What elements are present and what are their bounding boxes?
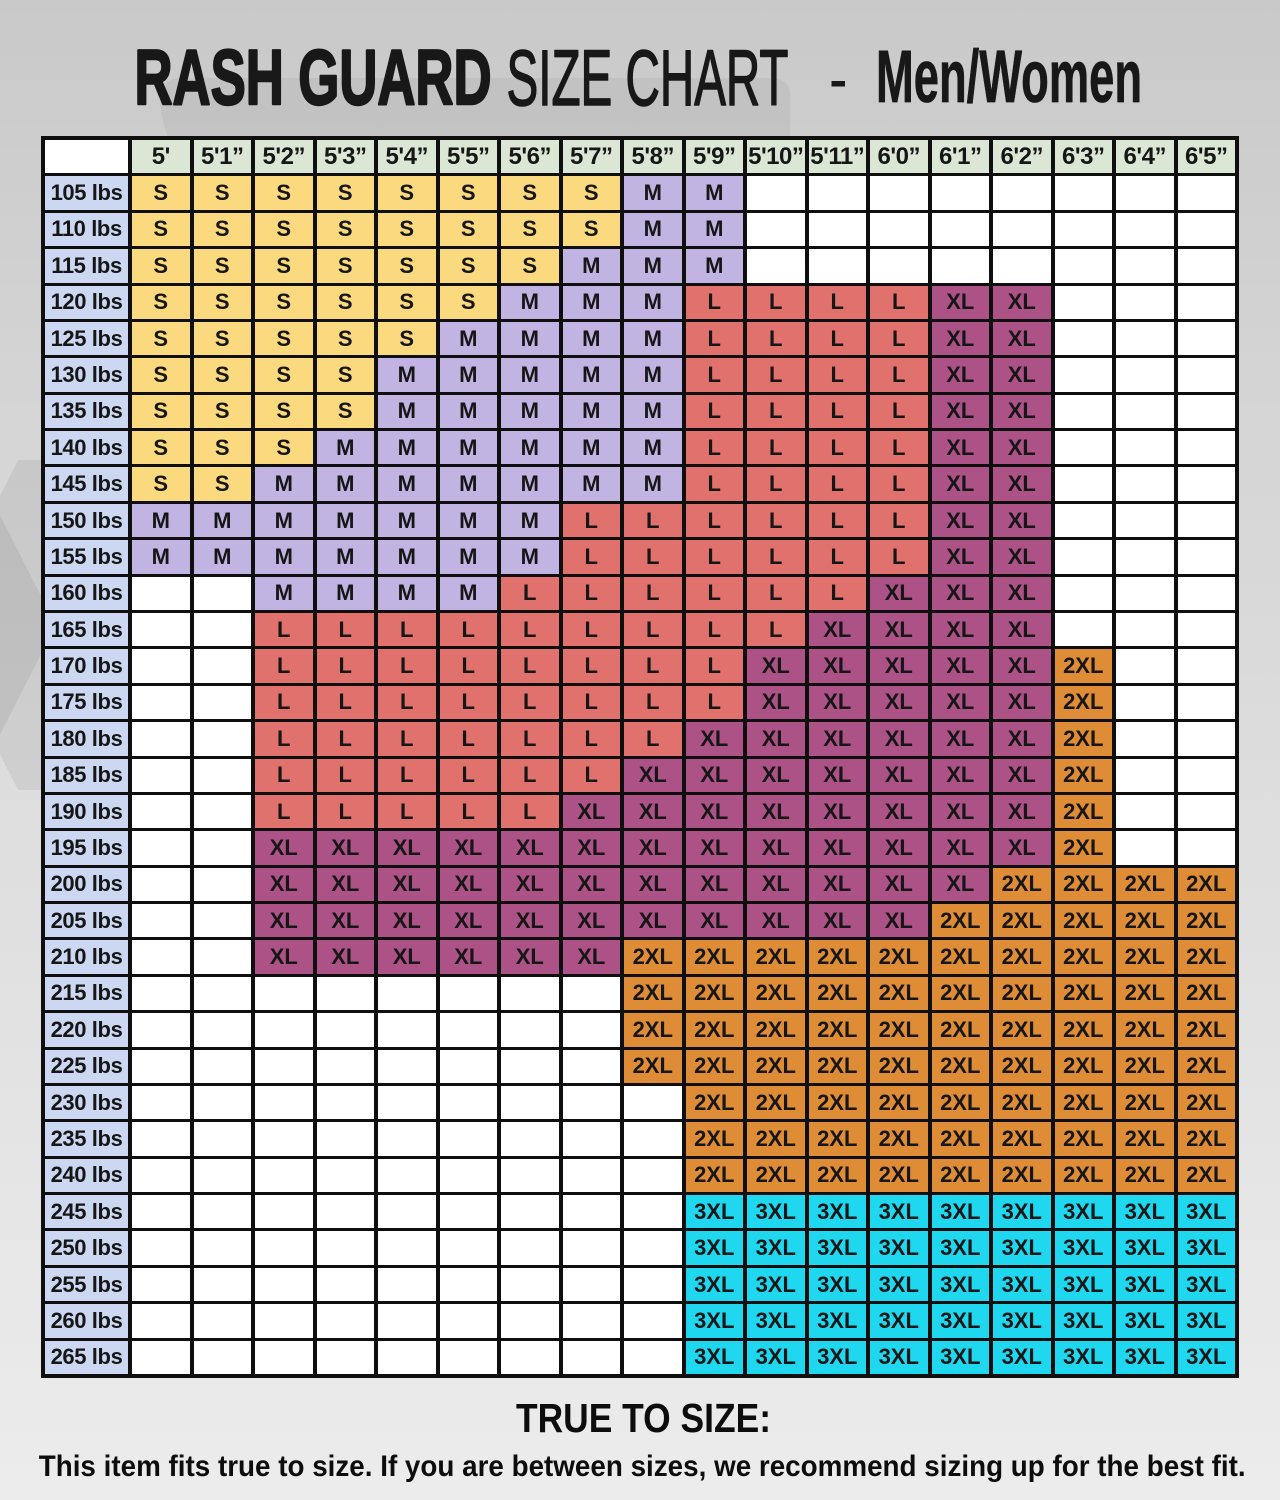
svg-text:Men/Women: Men/Women [876, 35, 1142, 118]
svg-text:RASH GUARD: RASH GUARD [135, 33, 492, 121]
svg-text:SIZE CHART: SIZE CHART [507, 33, 789, 122]
